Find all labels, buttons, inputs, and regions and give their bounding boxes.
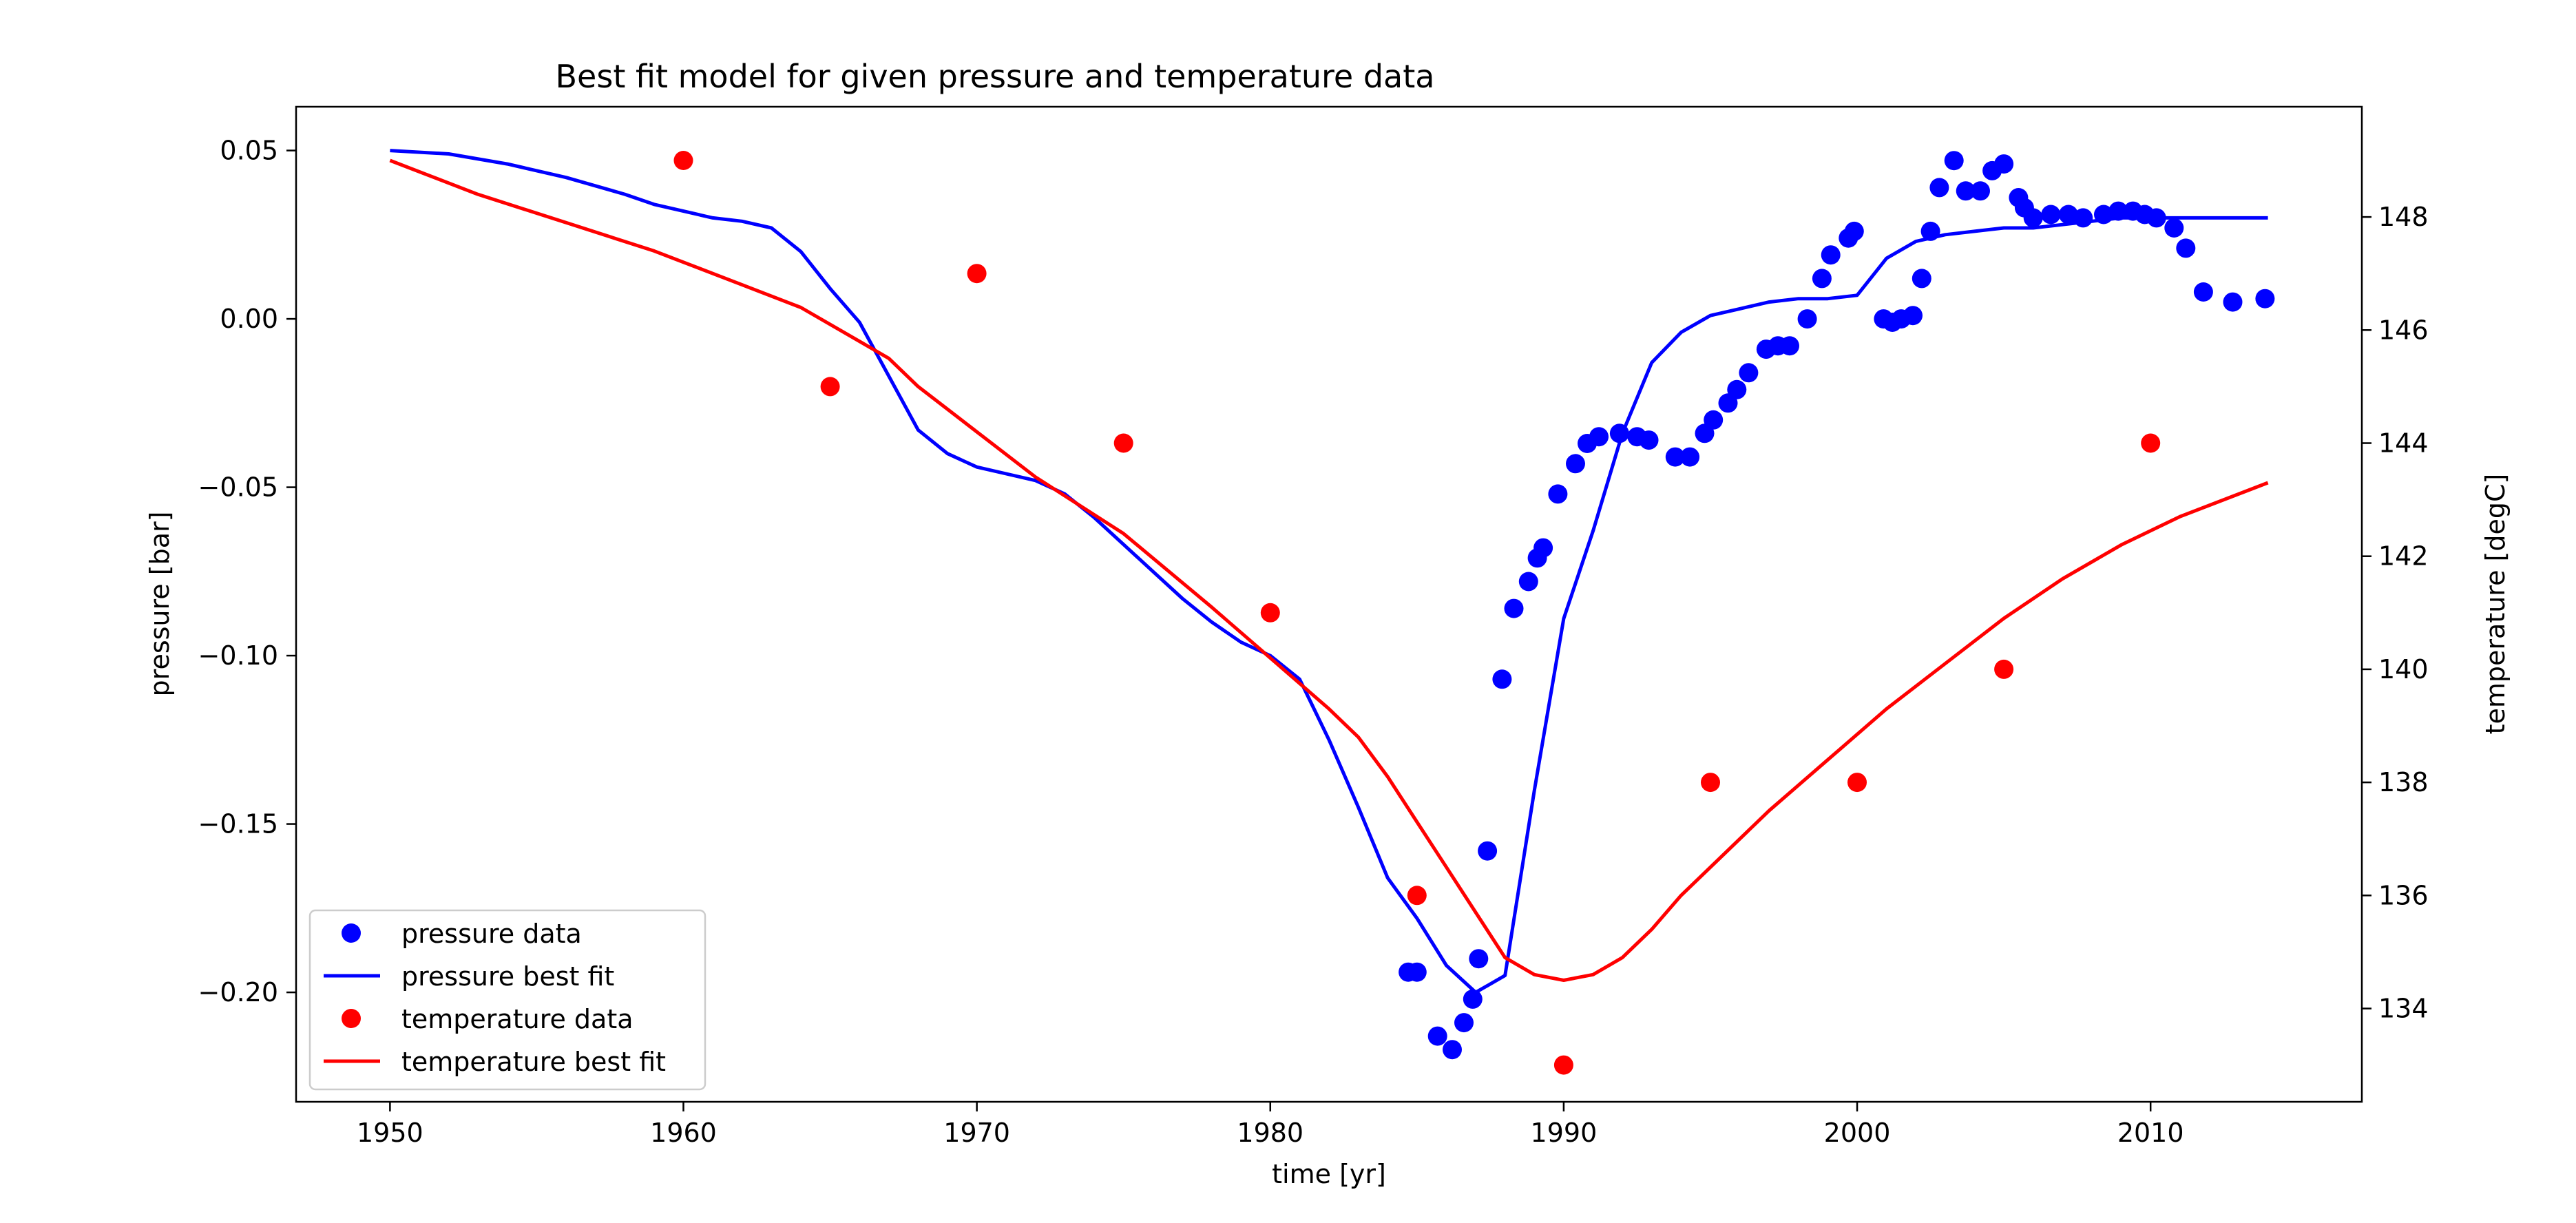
y2-tick-label: 138 xyxy=(2378,767,2429,797)
pressure-data-point xyxy=(1739,363,1759,383)
pressure-data-point xyxy=(1944,151,1964,171)
y-tick-label: −0.10 xyxy=(198,640,278,671)
y2-tick-label: 148 xyxy=(2378,202,2429,232)
y-tick-label: −0.15 xyxy=(198,809,278,839)
temperature-data-point xyxy=(1407,886,1427,906)
pressure-data-point xyxy=(2058,205,2078,224)
legend-label-temperature-best-fit: temperature best fit xyxy=(401,1047,666,1077)
temperature-data-point xyxy=(820,377,840,397)
temperature-data-point xyxy=(2141,433,2161,453)
pressure-data-point xyxy=(2193,282,2213,302)
temperature-data-point xyxy=(967,264,987,284)
pressure-best-fit-line xyxy=(390,149,2268,994)
pressure-data-point xyxy=(1443,1040,1462,1060)
y2-tick-label: 140 xyxy=(2378,654,2429,684)
legend-marker-temperature-data xyxy=(342,1009,361,1028)
y-tick-label: −0.05 xyxy=(198,472,278,503)
x-axis-label: time [yr] xyxy=(1272,1159,1386,1189)
temperature-best-fit-line xyxy=(389,158,2269,982)
pressure-data-point xyxy=(1407,962,1427,982)
pressure-data-point xyxy=(1492,669,1512,689)
temperature-data-point xyxy=(1701,773,1720,793)
y-axis-left: 0.05 0.00 −0.05 −0.10 −0.15 −0.20 xyxy=(198,136,296,1007)
pressure-data-point xyxy=(1639,430,1659,450)
pressure-data-point xyxy=(1912,269,1931,289)
pressure-data-point xyxy=(1680,447,1700,467)
y-tick-label: −0.20 xyxy=(198,977,278,1007)
pressure-data-point xyxy=(1780,336,1799,356)
y-axis-right: 134 136 138 140 142 144 146 148 xyxy=(2362,202,2429,1024)
pressure-data-point xyxy=(1469,949,1489,969)
y-tick-label: 0.05 xyxy=(220,136,278,166)
pressure-data-point xyxy=(1903,306,1923,326)
pressure-data-point xyxy=(2255,289,2275,309)
legend-label-pressure-data: pressure data xyxy=(401,919,582,949)
pressure-data-point xyxy=(1929,178,1949,198)
y2-tick-label: 134 xyxy=(2378,994,2429,1024)
pressure-data-point xyxy=(2041,205,2061,224)
temperature-data-point xyxy=(1994,659,2014,679)
y-axis-label: pressure [bar] xyxy=(145,512,175,697)
pressure-data-point xyxy=(1704,410,1724,430)
pressure-data-point xyxy=(1994,154,2014,174)
pressure-data-point xyxy=(1533,538,1553,558)
x-axis: 1950 1960 1970 1980 1990 2000 2010 xyxy=(357,1102,2184,1148)
pressure-data-point xyxy=(1971,181,1990,201)
plot-area xyxy=(389,149,2275,1075)
temperature-data-point xyxy=(1847,773,1867,793)
pressure-data-point xyxy=(2023,208,2043,228)
x-tick-label: 1950 xyxy=(357,1118,423,1148)
pressure-data-point xyxy=(1797,309,1817,329)
pressure-data-point xyxy=(1566,454,1585,474)
y2-tick-label: 144 xyxy=(2378,428,2429,459)
legend-label-temperature-data: temperature data xyxy=(401,1004,633,1034)
pressure-data-point xyxy=(2176,238,2196,258)
pressure-data-point xyxy=(2164,218,2184,238)
pressure-data-point xyxy=(2108,201,2128,221)
legend-label-pressure-best-fit: pressure best fit xyxy=(401,961,614,992)
y2-tick-label: 136 xyxy=(2378,880,2429,910)
x-tick-label: 1960 xyxy=(650,1118,717,1148)
pressure-data-point xyxy=(1956,181,1976,201)
y2-tick-label: 146 xyxy=(2378,315,2429,345)
pressure-data-point xyxy=(2223,292,2243,312)
chart-title: Best fit model for given pressure and te… xyxy=(556,58,1435,95)
x-tick-label: 1980 xyxy=(1237,1118,1303,1148)
legend-frame xyxy=(308,909,706,1091)
x-tick-label: 1990 xyxy=(1531,1118,1598,1148)
pressure-data-point xyxy=(1665,447,1685,467)
temperature-data-point xyxy=(673,151,693,170)
legend-marker-pressure-data xyxy=(342,923,361,943)
pressure-data-point xyxy=(1589,427,1609,447)
temperature-data-point xyxy=(1260,603,1280,623)
pressure-data-point xyxy=(1844,221,1864,241)
x-tick-label: 1970 xyxy=(943,1118,1010,1148)
pressure-data-point xyxy=(1727,379,1747,399)
x-tick-label: 2000 xyxy=(1824,1118,1891,1148)
pressure-data-point xyxy=(1478,841,1498,861)
temperature-data-point xyxy=(1553,1055,1573,1075)
pressure-data-point xyxy=(1454,1013,1474,1033)
pressure-data-point xyxy=(1463,989,1483,1009)
pressure-data-point xyxy=(1518,572,1538,592)
y-tick-label: 0.00 xyxy=(220,304,278,334)
temperature-data-point xyxy=(1113,433,1133,453)
plot-frame xyxy=(295,105,2363,1103)
x-tick-label: 2010 xyxy=(2117,1118,2184,1148)
y2-axis-label: temperature [degC] xyxy=(2480,474,2511,735)
pressure-data-point xyxy=(1427,1026,1447,1046)
pressure-data-point xyxy=(1821,245,1841,265)
legend: pressure data pressure best fit temperat… xyxy=(308,909,706,1091)
pressure-data-point xyxy=(1548,484,1568,504)
pressure-data-point xyxy=(1504,598,1524,618)
y2-tick-label: 142 xyxy=(2378,541,2429,572)
pressure-data-point xyxy=(1812,269,1832,289)
